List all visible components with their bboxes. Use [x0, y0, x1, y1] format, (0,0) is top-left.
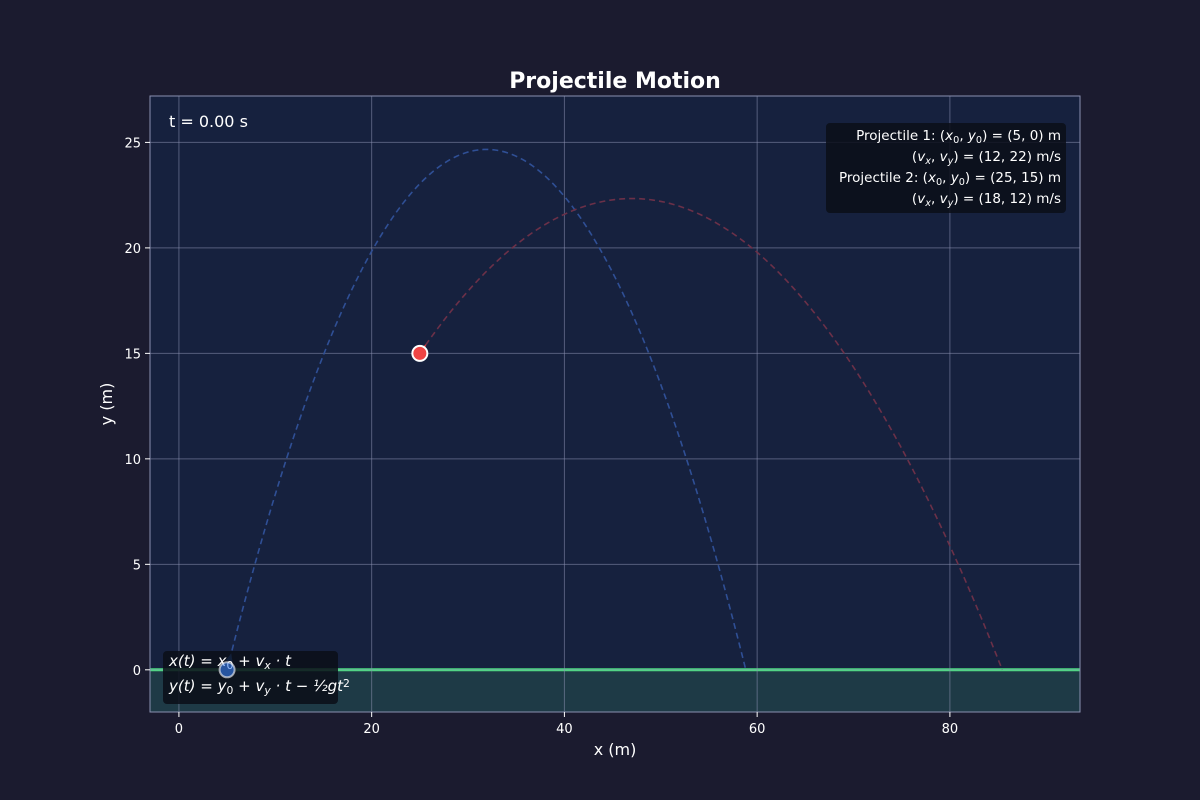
y-tick-label: 0 — [133, 664, 141, 679]
y-tick-label: 10 — [124, 453, 141, 468]
chart-title: Projectile Motion — [509, 69, 721, 94]
info-box-bg — [826, 123, 1066, 213]
x-tick-label: 20 — [363, 722, 380, 737]
x-tick-label: 0 — [175, 722, 183, 737]
initial-conditions-box: Projectile 1: (x0, y0) = (5, 0) m (vx, vy… — [826, 123, 1066, 213]
trajectory-path-2 — [419, 197, 1003, 671]
equation-line-2: y(t) = y0 + vy · t − ½gt2 — [168, 677, 350, 697]
info-line-4: (vx, vy) = (18, 12) m/s — [912, 191, 1061, 209]
info-line-3: Projectile 2: (x0, y0) = (25, 15) m — [839, 170, 1061, 188]
projectile-2-marker — [411, 344, 429, 362]
x-tick-label: 80 — [942, 722, 959, 737]
equations-box: x(t) = x0 + vx · t y(t) = y0 + vy · t − ½… — [163, 651, 350, 704]
trajectory-path-1 — [226, 148, 747, 671]
x-axis-label: x (m) — [594, 740, 637, 759]
time-label: t = 0.00 s — [169, 112, 248, 131]
y-tick-label: 20 — [124, 242, 141, 257]
x-tick-label: 40 — [556, 722, 573, 737]
y-tick-label: 25 — [124, 136, 141, 151]
info-line-2: (vx, vy) = (12, 22) m/s — [912, 149, 1061, 167]
equation-line-1: x(t) = x0 + vx · t — [168, 652, 292, 672]
projectile-1-marker-overlay — [218, 661, 236, 679]
info-line-1: Projectile 1: (x0, y0) = (5, 0) m — [856, 128, 1061, 146]
y-axis-label: y (m) — [97, 383, 116, 426]
y-tick-label: 5 — [133, 558, 141, 573]
x-tick-label: 60 — [749, 722, 766, 737]
equations-box-bg — [163, 651, 338, 704]
y-tick-label: 15 — [124, 347, 141, 362]
plot-frame — [149, 95, 1081, 713]
